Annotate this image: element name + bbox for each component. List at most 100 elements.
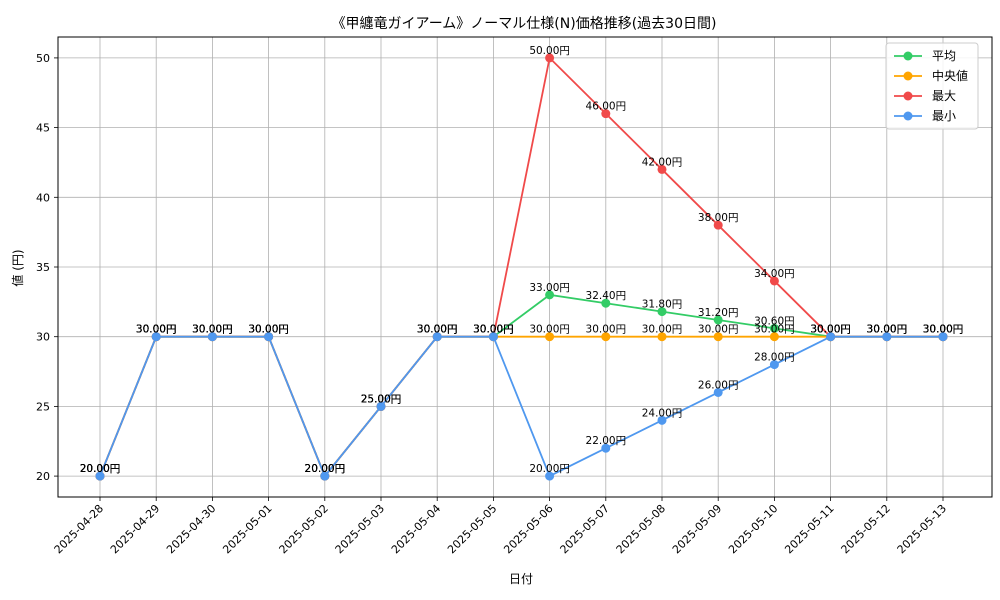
legend-marker	[903, 91, 913, 101]
legend-marker	[903, 111, 913, 121]
data-label: 30.00円	[473, 324, 514, 336]
legend-marker	[903, 51, 913, 61]
y-tick-label: 20	[36, 470, 50, 483]
x-tick-label: 2025-05-04	[389, 502, 443, 556]
data-point	[601, 332, 611, 342]
data-label: 26.00円	[698, 379, 739, 391]
data-label: 20.00円	[80, 463, 121, 475]
data-label: 30.00円	[248, 324, 289, 336]
data-point	[657, 164, 667, 174]
data-point	[826, 332, 836, 342]
data-label: 30.00円	[810, 324, 851, 336]
legend-label: 平均	[932, 49, 956, 63]
data-label: 25.00円	[361, 393, 402, 405]
data-label: 20.00円	[305, 463, 346, 475]
data-label: 46.00円	[586, 101, 627, 113]
data-point	[320, 471, 330, 481]
data-point	[432, 332, 442, 342]
x-tick-label: 2025-05-10	[726, 502, 780, 556]
data-point	[769, 323, 779, 333]
data-label: 22.00円	[586, 435, 627, 447]
data-label: 20.00円	[80, 463, 121, 475]
legend-label: 最小	[932, 109, 956, 123]
data-label: 20.00円	[305, 463, 346, 475]
x-axis-title: 日付	[509, 572, 533, 586]
data-label: 30.00円	[136, 324, 177, 336]
data-point	[601, 109, 611, 119]
x-tick-label: 2025-05-01	[220, 502, 274, 556]
data-label: 30.00円	[698, 324, 739, 336]
data-point	[601, 298, 611, 308]
data-label: 30.00円	[923, 324, 964, 336]
data-label: 30.00円	[754, 324, 795, 336]
data-label: 30.00円	[248, 324, 289, 336]
data-label: 30.00円	[417, 324, 458, 336]
data-label: 30.60円	[754, 315, 795, 327]
data-label: 30.00円	[473, 324, 514, 336]
y-tick-label: 35	[36, 261, 50, 274]
data-label: 50.00円	[529, 45, 570, 57]
data-label: 20.00円	[80, 463, 121, 475]
legend-label: 最大	[932, 89, 956, 103]
data-point	[545, 332, 555, 342]
data-label: 25.00円	[361, 393, 402, 405]
data-label: 30.00円	[867, 324, 908, 336]
data-label: 30.00円	[810, 324, 851, 336]
x-tick-label: 2025-05-11	[782, 502, 836, 556]
data-label: 34.00円	[754, 268, 795, 280]
data-point	[657, 332, 667, 342]
data-label: 32.40円	[586, 290, 627, 302]
data-label: 30.00円	[136, 324, 177, 336]
data-label: 25.00円	[361, 393, 402, 405]
data-point	[713, 315, 723, 325]
data-label: 30.00円	[136, 324, 177, 336]
chart-title: 《甲纏竜ガイアーム》ノーマル仕様(N)価格推移(過去30日間)	[332, 15, 717, 32]
data-point	[657, 415, 667, 425]
data-label: 28.00円	[754, 352, 795, 364]
series-line-3	[99, 335, 943, 478]
data-point	[95, 471, 105, 481]
data-label: 30.00円	[867, 324, 908, 336]
data-point	[601, 443, 611, 453]
x-tick-label: 2025-05-05	[445, 502, 499, 556]
data-label: 30.00円	[810, 324, 851, 336]
data-label: 30.00円	[417, 324, 458, 336]
x-tick-label: 2025-05-13	[895, 502, 949, 556]
data-label: 30.00円	[248, 324, 289, 336]
y-tick-label: 25	[36, 400, 50, 413]
data-label: 30.00円	[417, 324, 458, 336]
y-tick-label: 40	[36, 191, 50, 204]
x-tick-label: 2025-05-03	[333, 502, 387, 556]
data-point	[545, 290, 555, 300]
x-tick-label: 2025-04-30	[164, 502, 218, 556]
x-tick-label: 2025-04-28	[52, 502, 106, 556]
data-label: 30.00円	[867, 324, 908, 336]
data-label: 30.00円	[473, 324, 514, 336]
x-tick-label: 2025-05-06	[501, 502, 555, 556]
x-tick-label: 2025-05-08	[614, 502, 668, 556]
data-label: 30.00円	[192, 324, 233, 336]
data-label: 25.00円	[361, 393, 402, 405]
data-point	[713, 220, 723, 230]
x-tick-label: 2025-05-09	[670, 502, 724, 556]
data-label: 30.00円	[923, 324, 964, 336]
data-point	[376, 401, 386, 411]
data-label: 30.00円	[136, 324, 177, 336]
data-point	[769, 276, 779, 286]
data-label: 20.00円	[305, 463, 346, 475]
grid	[58, 37, 992, 497]
data-label: 30.00円	[642, 324, 683, 336]
legend-marker	[903, 71, 913, 81]
data-point	[545, 53, 555, 63]
data-label: 42.00円	[642, 156, 683, 168]
data-label: 20.00円	[305, 463, 346, 475]
data-label: 20.00円	[80, 463, 121, 475]
data-point	[264, 332, 274, 342]
data-point	[713, 387, 723, 397]
data-point	[769, 360, 779, 370]
data-label: 30.00円	[192, 324, 233, 336]
data-point	[769, 332, 779, 342]
x-tick-label: 2025-05-12	[839, 502, 893, 556]
data-point	[545, 471, 555, 481]
